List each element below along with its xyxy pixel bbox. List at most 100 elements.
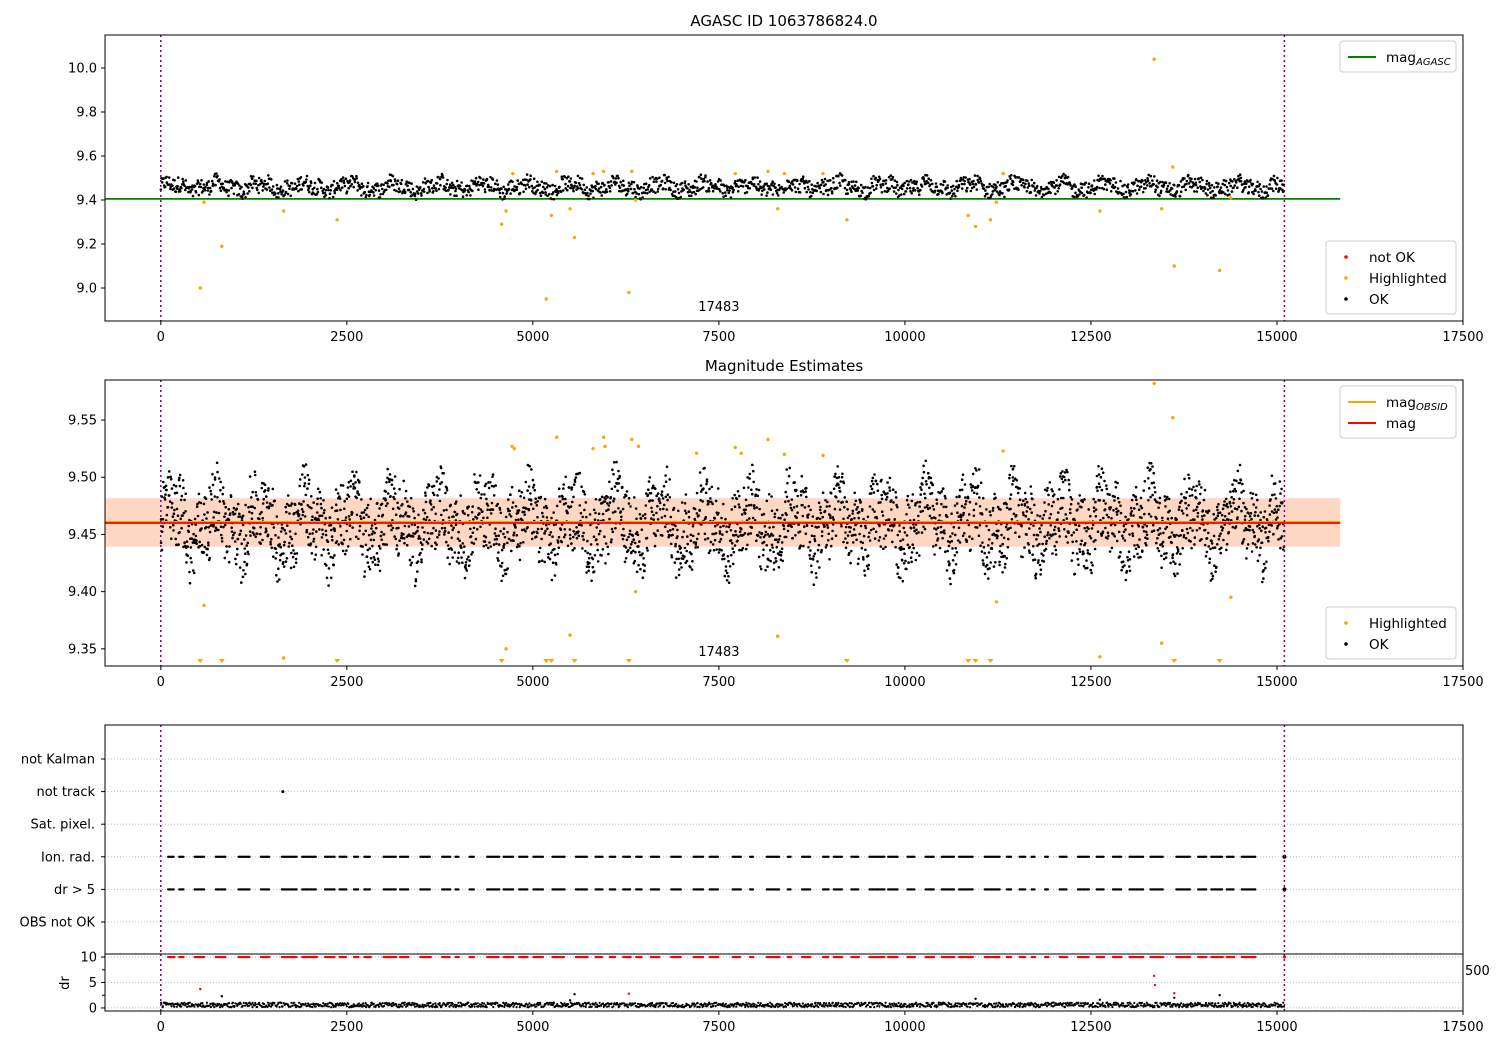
ok-point xyxy=(1182,534,1186,537)
ok-point xyxy=(877,175,881,179)
ok-point xyxy=(1153,490,1157,494)
ok-point xyxy=(415,190,419,193)
ok-point xyxy=(178,484,182,488)
ok-point xyxy=(1218,188,1222,192)
ok-point xyxy=(1181,529,1184,532)
ok-point xyxy=(662,484,666,488)
ok-point xyxy=(1083,498,1086,501)
ok-point xyxy=(192,532,195,536)
ok-point xyxy=(325,576,329,580)
ok-point xyxy=(832,487,836,491)
ok-point xyxy=(1175,190,1179,193)
ok-point xyxy=(738,530,742,534)
ok-point xyxy=(784,490,787,494)
ok-point xyxy=(567,175,570,178)
ok-point xyxy=(622,534,626,537)
ok-point xyxy=(422,190,426,193)
ok-point xyxy=(512,539,515,542)
ok-point xyxy=(621,507,625,511)
ok-point xyxy=(942,505,945,509)
ok-point xyxy=(327,567,331,570)
ok-point xyxy=(1207,545,1210,548)
ok-point xyxy=(1238,497,1241,501)
ok-point xyxy=(385,543,389,546)
ok-point xyxy=(1080,191,1084,195)
ok-point xyxy=(1020,503,1024,507)
ok-point xyxy=(1238,481,1242,485)
ok-point xyxy=(344,177,348,180)
ok-point xyxy=(349,184,352,188)
ok-point xyxy=(866,186,870,189)
ok-point xyxy=(301,473,304,476)
ok-point xyxy=(259,542,263,545)
ok-point xyxy=(827,539,830,542)
ok-point xyxy=(1092,497,1095,501)
ok-point xyxy=(869,485,873,488)
ok-point xyxy=(508,513,511,516)
ok-point xyxy=(1124,528,1127,531)
ok-point xyxy=(472,542,476,545)
ok-point xyxy=(671,533,674,537)
ok-point xyxy=(1121,184,1124,188)
ok-point xyxy=(1012,479,1015,483)
ok-point xyxy=(165,513,169,517)
ok-point xyxy=(316,497,320,501)
ok-point xyxy=(736,190,740,193)
ok-point xyxy=(391,526,395,530)
ok-point xyxy=(404,182,408,186)
ok-point xyxy=(1226,505,1229,509)
ok-point xyxy=(326,540,330,543)
ok-point xyxy=(468,559,472,562)
ok-point xyxy=(364,195,368,199)
ok-point xyxy=(1010,464,1013,468)
ok-point xyxy=(319,502,323,506)
ok-point xyxy=(368,193,372,197)
ok-point xyxy=(426,179,430,183)
ok-point xyxy=(458,184,462,188)
ok-point xyxy=(621,485,624,489)
ok-point xyxy=(384,504,388,508)
ok-point xyxy=(311,532,314,535)
ok-point xyxy=(253,506,256,510)
ok-point xyxy=(241,514,245,518)
ok-point xyxy=(1014,531,1017,534)
ok-point xyxy=(532,530,535,534)
ok-point xyxy=(460,556,463,559)
ok-point xyxy=(868,531,871,535)
ok-point xyxy=(630,180,634,184)
ok-point xyxy=(1137,188,1141,191)
ok-point xyxy=(718,187,721,191)
ok-point xyxy=(719,190,722,193)
ok-point xyxy=(423,530,426,534)
ok-point xyxy=(1198,501,1201,505)
ok-point xyxy=(1011,467,1015,471)
ok-point xyxy=(559,190,563,193)
ok-point xyxy=(331,183,334,187)
ok-point xyxy=(180,186,183,190)
ok-point xyxy=(988,538,991,541)
ok-point xyxy=(1016,491,1020,495)
ok-point xyxy=(286,192,290,196)
ok-point xyxy=(358,524,362,528)
ok-point xyxy=(443,533,446,536)
ok-point xyxy=(762,535,766,539)
ok-point xyxy=(1034,194,1038,197)
ok-point xyxy=(888,489,892,492)
ok-point xyxy=(231,536,234,540)
ok-point xyxy=(361,553,364,556)
ok-point xyxy=(363,508,367,512)
ok-point xyxy=(441,176,445,179)
ok-point xyxy=(204,497,208,501)
ok-point xyxy=(869,191,872,195)
ok-point xyxy=(632,180,636,184)
ok-point xyxy=(372,187,376,190)
ok-point xyxy=(1233,487,1236,491)
ok-point xyxy=(460,546,463,549)
ok-point xyxy=(639,567,642,571)
ok-point xyxy=(737,535,740,538)
ok-point xyxy=(1232,186,1235,189)
ok-point xyxy=(315,530,318,533)
ok-point xyxy=(282,565,286,568)
ok-point xyxy=(1238,463,1242,467)
ok-point xyxy=(652,518,655,521)
